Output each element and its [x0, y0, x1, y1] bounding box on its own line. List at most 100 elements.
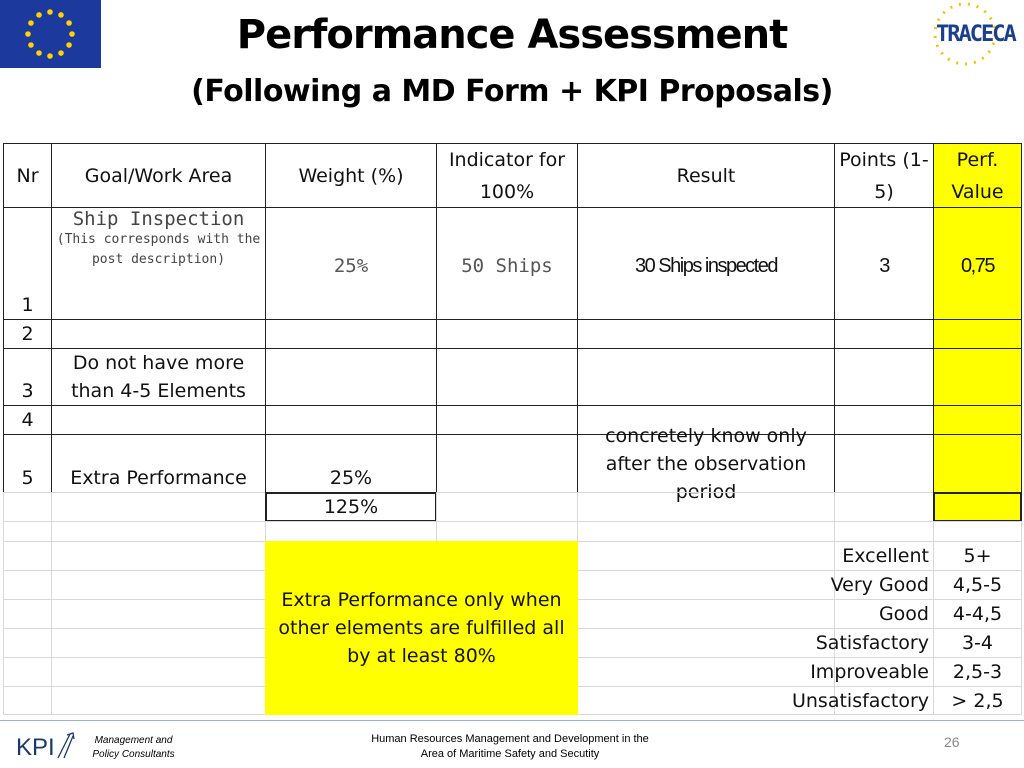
scale-range: 2,5-3 — [933, 657, 1022, 687]
subtitle: (Following a MD Form + KPI Proposals) — [191, 74, 833, 109]
result-cell — [577, 319, 835, 349]
blank-cell — [834, 492, 934, 522]
indicator-cell — [436, 319, 578, 349]
blank-cell — [3, 521, 52, 542]
nr-cell: 3 — [3, 348, 52, 406]
column-header: Indicator for 100% — [436, 143, 578, 208]
column-header: Perf. Value — [951, 148, 1004, 203]
nr-cell: 2 — [21, 323, 34, 345]
column-header: Points (1-5) — [839, 148, 929, 203]
nr-cell: 5 — [3, 434, 52, 493]
star — [36, 12, 42, 18]
column-header: Perf. Value — [933, 143, 1022, 208]
scale-range: 5+ — [963, 545, 992, 567]
blank-cell — [3, 628, 52, 658]
goal-cell: Extra Performance — [70, 467, 247, 489]
blank-cell — [51, 686, 266, 715]
nr-cell: 1 — [21, 294, 34, 316]
total-weight: 125% — [265, 492, 437, 522]
star — [69, 31, 75, 37]
goal-cell: Extra Performance — [51, 434, 266, 493]
perf-cell: 0,75 — [933, 207, 1022, 320]
blank-cell — [265, 521, 437, 542]
weight-cell — [265, 348, 437, 406]
blank-cell — [51, 492, 266, 522]
column-header: Indicator for 100% — [448, 148, 566, 203]
scale-range: 4-4,5 — [952, 603, 1003, 625]
star — [28, 20, 34, 26]
blank-cell — [933, 492, 1022, 522]
page-number: 26 — [944, 734, 960, 750]
column-header: Goal/Work Area — [84, 164, 233, 187]
column-header: Nr — [16, 164, 39, 187]
star — [58, 12, 64, 18]
weight-cell: 25% — [329, 467, 373, 489]
nr-cell: 5 — [21, 467, 34, 489]
scale-range: 5+ — [933, 541, 1022, 571]
logo-arrow — [57, 732, 75, 759]
weight-cell — [265, 405, 437, 435]
blank-cell — [436, 521, 578, 542]
scale-range: 3-4 — [961, 632, 994, 654]
blank-cell — [3, 657, 52, 687]
column-header: Result — [676, 164, 736, 187]
star — [58, 50, 64, 56]
result-cell: 30 Ships inspected — [634, 255, 779, 277]
scale-range: 4,5-5 — [933, 570, 1022, 600]
goal-cell: Ship Inspection — [72, 208, 245, 230]
star — [25, 31, 31, 37]
points-cell — [834, 319, 934, 349]
blank-cell — [3, 492, 52, 522]
indicator-cell: 50 Ships — [461, 255, 553, 277]
weight-cell: 25% — [333, 255, 369, 277]
nr-cell: 1 — [3, 207, 52, 320]
points-cell — [834, 405, 934, 435]
scale-range: 4,5-5 — [952, 574, 1003, 596]
goal-cell: Do not have more than 4-5 Elements — [71, 352, 246, 402]
scale-label: Improveable — [810, 661, 929, 683]
footer-logo: KPI — [16, 734, 55, 761]
eu-flag — [0, 0, 101, 68]
scale-label: Excellent — [842, 545, 929, 567]
weight-cell: 25% — [265, 434, 437, 493]
star — [66, 42, 72, 48]
perf-cell — [933, 434, 1022, 493]
perf-cell — [933, 405, 1022, 435]
nr-cell: 4 — [21, 409, 34, 431]
blank-cell — [577, 570, 835, 600]
blank-cell — [51, 657, 266, 687]
perf-cell — [933, 319, 1022, 349]
goal-cell — [51, 319, 266, 349]
scale-range: > 2,5 — [933, 686, 1022, 715]
result-cell: concretely know only after the observati… — [577, 425, 835, 503]
scale-range: 2,5-3 — [952, 661, 1003, 683]
indicator-cell — [436, 348, 578, 406]
title: Performance Assessment — [236, 12, 788, 58]
points-cell — [834, 348, 934, 406]
footer-center: Human Resources Management and Developme… — [371, 733, 649, 760]
points-cell — [834, 434, 934, 493]
blank-cell — [51, 599, 266, 629]
indicator-cell — [436, 434, 578, 493]
result-cell: concretely know only after the observati… — [605, 424, 807, 503]
star — [66, 20, 72, 26]
nr-cell: 2 — [3, 319, 52, 349]
column-header: Goal/Work Area — [51, 143, 266, 208]
traceca-logo — [933, 2, 997, 66]
total-weight: 125% — [323, 496, 379, 518]
column-header: Result — [577, 143, 835, 208]
result-cell: 30 Ships inspected — [577, 207, 835, 320]
blank-cell — [577, 628, 835, 658]
scale-label: Very Good — [830, 574, 929, 596]
column-header: Nr — [3, 143, 52, 208]
blank-cell — [577, 492, 835, 522]
traceca-text: TRACECA — [936, 22, 1017, 47]
goal-cell — [51, 405, 266, 435]
blank-cell — [51, 628, 266, 658]
blank-cell — [3, 570, 52, 600]
scale-label: Very Good — [830, 570, 934, 600]
star — [47, 9, 53, 15]
goal-cell: Do not have more than 4-5 Elements — [51, 348, 266, 406]
star — [28, 42, 34, 48]
